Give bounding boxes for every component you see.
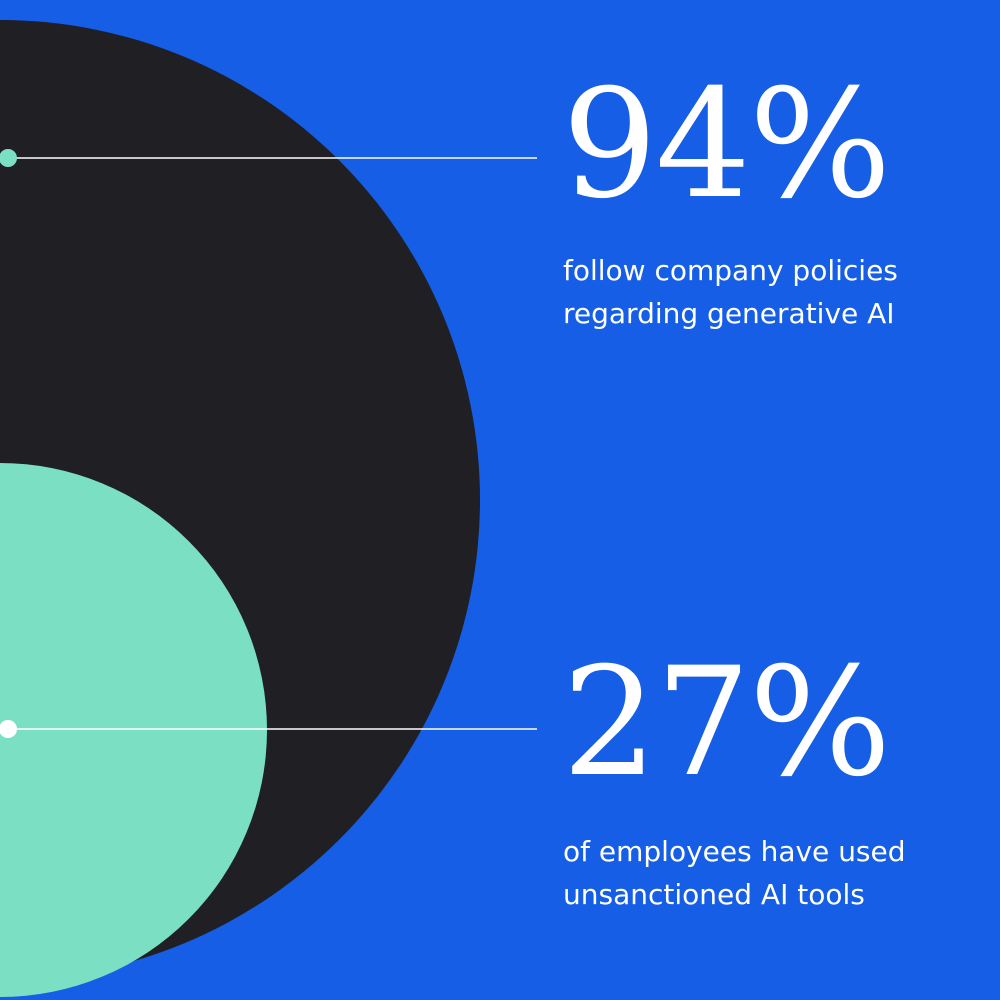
- description-line: follow company policies: [563, 254, 898, 287]
- inner-circle-27: [0, 463, 267, 997]
- description-line: unsanctioned AI tools: [563, 878, 865, 911]
- stat-description-94: follow company policies regarding genera…: [563, 249, 983, 335]
- description-line: of employees have used: [563, 835, 906, 868]
- stat-value-27: 27%: [562, 636, 891, 810]
- marker-dot-94: [0, 149, 17, 167]
- description-line: regarding generative AI: [563, 297, 895, 330]
- marker-dot-27: [0, 720, 17, 738]
- stat-value-94: 94%: [562, 58, 891, 232]
- stat-description-27: of employees have used unsanctioned AI t…: [563, 830, 983, 916]
